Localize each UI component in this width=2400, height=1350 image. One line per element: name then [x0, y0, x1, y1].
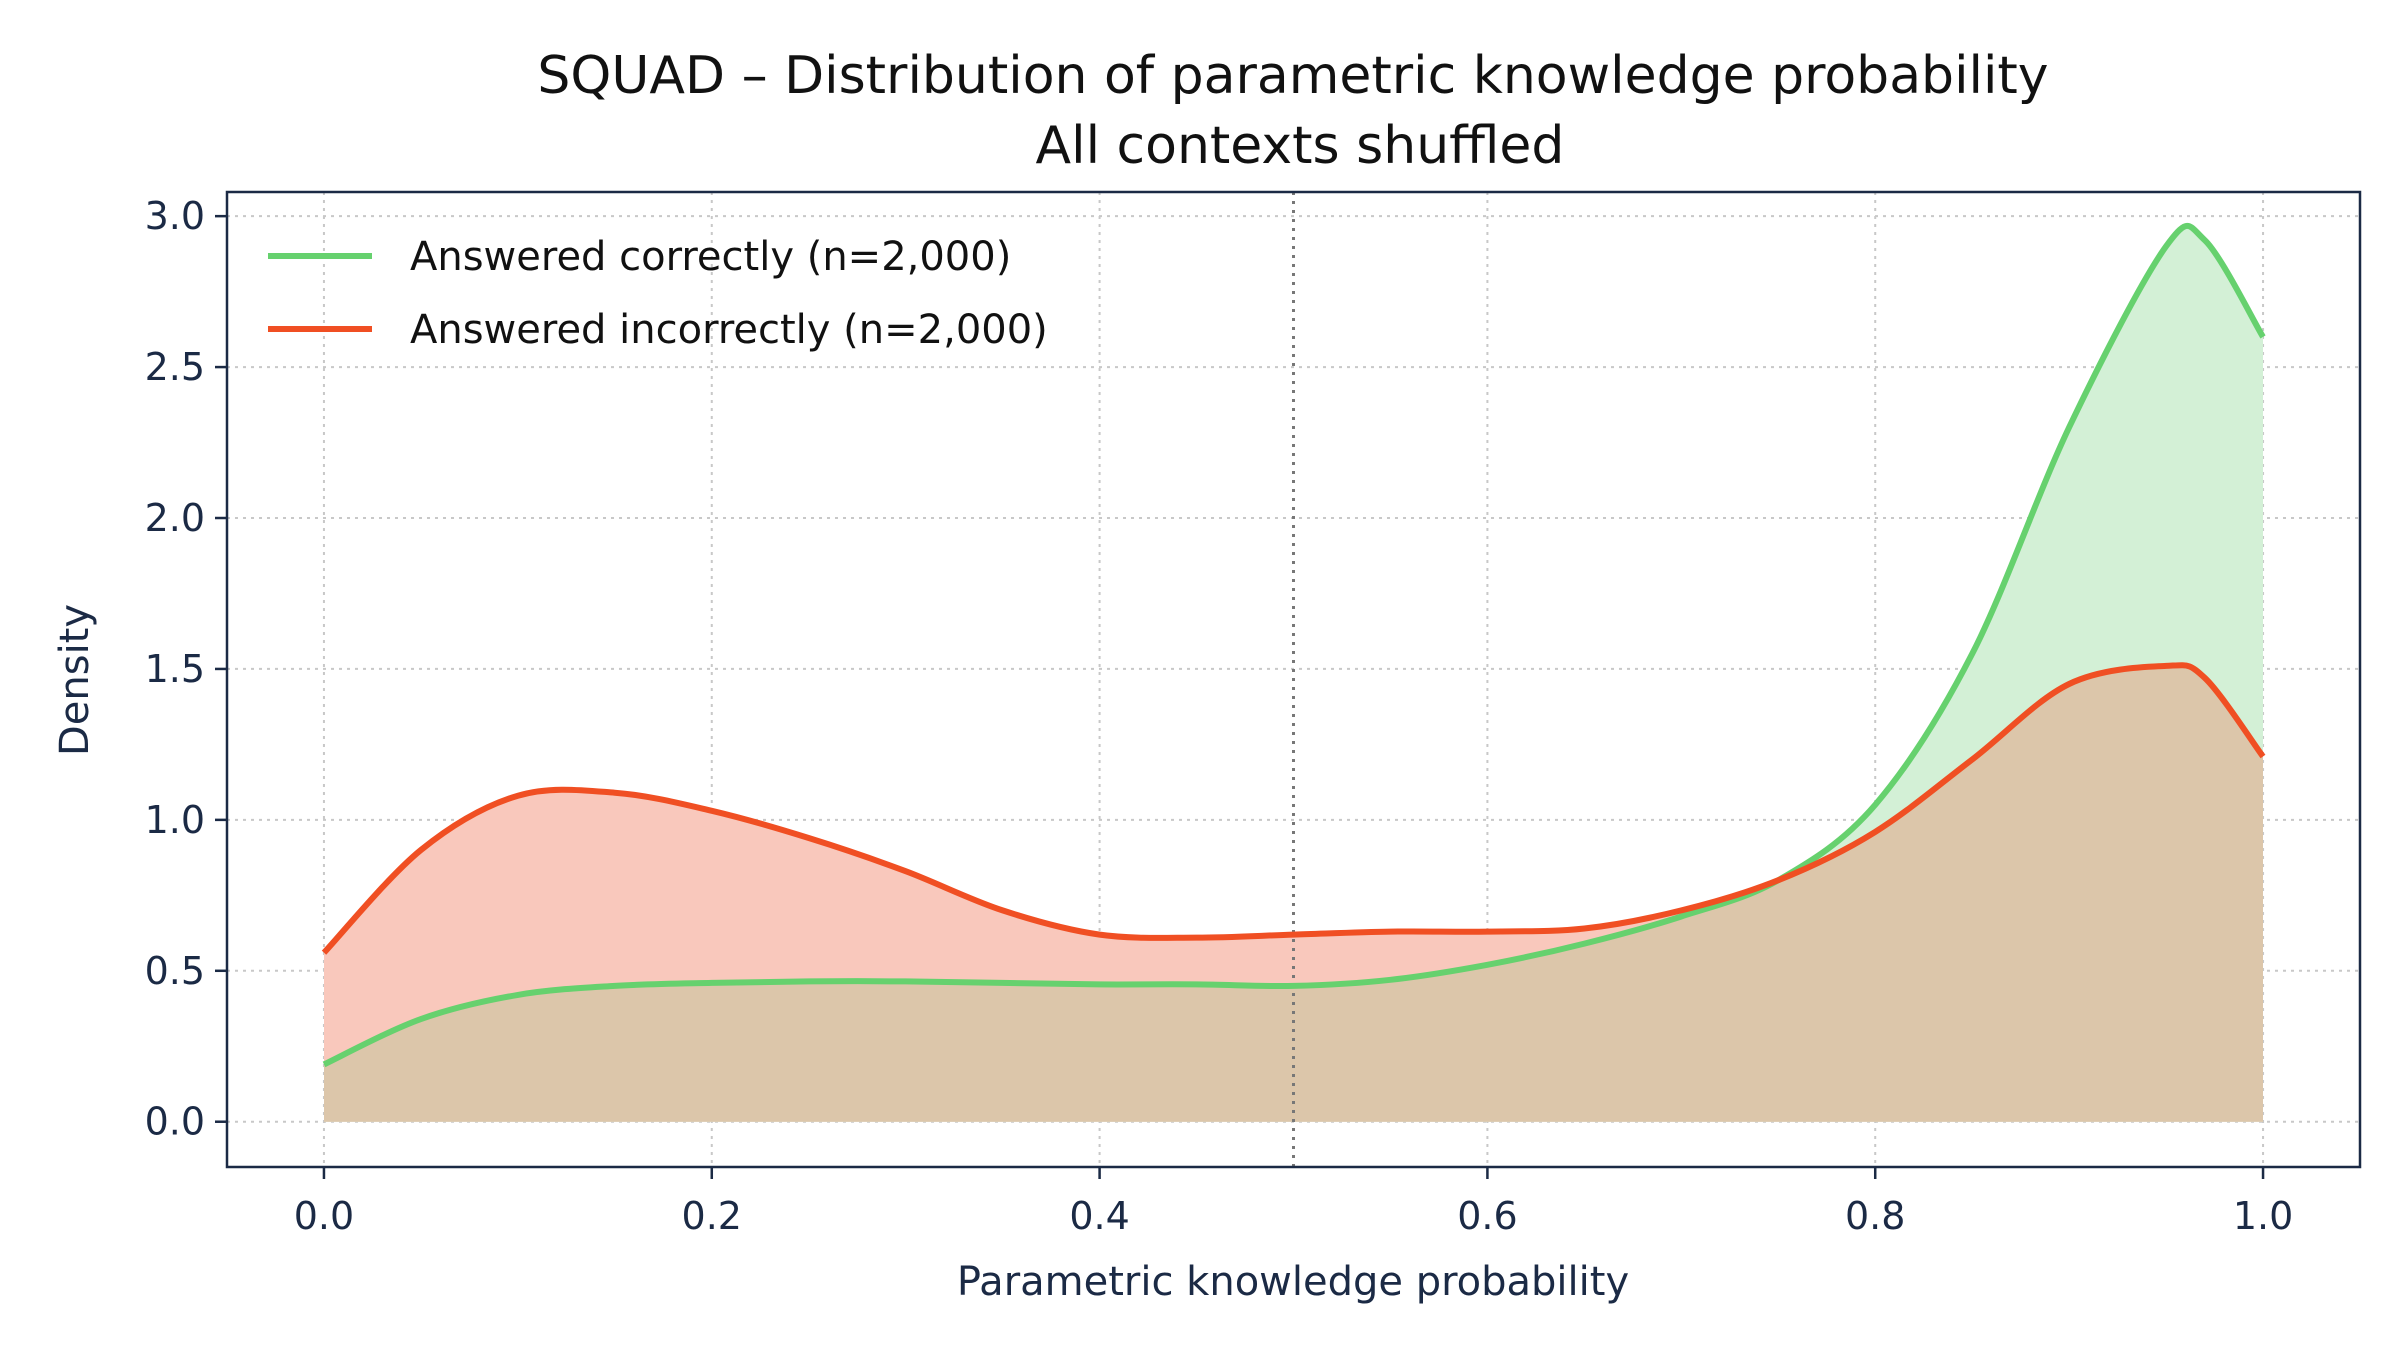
- x-tick-label-1: 0.2: [682, 1194, 742, 1238]
- y-axis-label: Density: [52, 604, 98, 756]
- y-tick-label-3: 1.5: [145, 647, 205, 691]
- legend-label-correct: Answered correctly (n=2,000): [410, 234, 1011, 280]
- area-layer: [324, 225, 2263, 1122]
- y-tick-label-6: 3.0: [145, 194, 205, 238]
- series-line-correct: [322, 223, 2266, 1068]
- x-tick-label-0: 0.0: [294, 1194, 354, 1238]
- series-lines: [321, 223, 2266, 1068]
- chart-subtitle: All contexts shuffled: [1036, 116, 1565, 176]
- plot-frame: [225, 190, 2362, 1169]
- x-tick-label-2: 0.4: [1069, 1194, 1129, 1238]
- y-axis: 0.0 0.5 1.0 1.5 2.0 2.5 3.0: [145, 194, 227, 1144]
- y-tick-label-2: 1.0: [145, 798, 205, 842]
- chart-title: SQUAD – Distribution of parametric knowl…: [537, 46, 2048, 106]
- x-axis: 0.0 0.2 0.4 0.6 0.8 1.0: [294, 1167, 2293, 1238]
- y-tick-label-1: 0.5: [145, 949, 205, 993]
- legend-label-incorrect: Answered incorrectly (n=2,000): [410, 307, 1048, 353]
- y-tick-label-0: 0.0: [145, 1100, 205, 1144]
- series-line-incorrect: [321, 662, 2266, 955]
- x-tick-label-4: 0.8: [1845, 1194, 1905, 1238]
- y-tick-label-5: 2.5: [145, 345, 205, 389]
- area-fill-overlap: [324, 665, 2263, 1122]
- y-tick-label-4: 2.0: [145, 496, 205, 540]
- x-tick-label-3: 0.6: [1457, 1194, 1517, 1238]
- legend: Answered correctly (n=2,000) Answered in…: [268, 234, 1048, 353]
- x-tick-label-5: 1.0: [2233, 1194, 2293, 1238]
- x-axis-label: Parametric knowledge probability: [957, 1259, 1629, 1305]
